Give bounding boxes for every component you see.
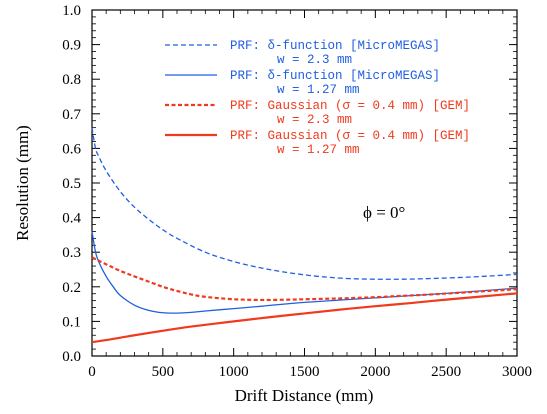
x-tick-label: 0 [88,364,96,380]
y-tick-label: 0.6 [62,141,81,157]
y-tick-label: 0.2 [62,280,81,296]
x-axis-label: Drift Distance (mm) [235,386,374,405]
x-tick-label: 3000 [502,364,532,380]
legend-sublabel: w = 2.3 mm [277,53,352,67]
y-tick-label: 0.7 [62,107,81,123]
y-tick-label: 0.8 [62,72,81,88]
x-tick-labels: 0 500 1000 1500 2000 2500 3000 [88,364,532,380]
legend-label: PRF: δ-function [MicroMEGAS] [230,69,440,83]
x-tick-label: 1000 [219,364,249,380]
series-layer [91,127,518,344]
legend-sublabel: w = 2.3 mm [277,113,352,127]
y-tick-label: 0.4 [62,211,81,227]
y-tick-label: 0.9 [62,38,81,54]
y-tick-label: 0.0 [62,349,81,365]
y-tick-label: 0.5 [62,176,81,192]
axis-ticks [91,9,518,357]
series-gauss-w2-3-line [91,256,518,302]
series-gauss-w1-27-line [91,292,518,344]
legend-entry-gauss-w1-27: PRF: Gaussian (σ = 0.4 mm) [GEM]w = 1.27… [165,129,470,157]
series-delta-w2-3-line [91,127,518,280]
x-tick-label: 2000 [360,364,390,380]
legend-label: PRF: Gaussian (σ = 0.4 mm) [GEM] [230,129,470,143]
phi-annotation: ϕ = 0° [363,203,405,222]
legend-label: PRF: δ-function [MicroMEGAS] [230,39,440,53]
legend-sublabel: w = 1.27 mm [277,143,360,157]
y-axis-label: Resolution (mm) [13,125,32,241]
y-tick-labels: 0.0 0.1 0.2 0.3 0.4 0.5 0.6 0.7 0.8 0.9 1.0 [62,3,81,365]
legend-label: PRF: Gaussian (σ = 0.4 mm) [GEM] [230,99,470,113]
legend-entry-delta-w1-27: PRF: δ-function [MicroMEGAS]w = 1.27 mm [165,69,440,97]
y-tick-label: 1.0 [62,3,81,19]
x-tick-label: 500 [152,364,175,380]
x-tick-label: 2500 [431,364,461,380]
legend-entry-gauss-w2-3: PRF: Gaussian (σ = 0.4 mm) [GEM]w = 2.3 … [165,99,470,127]
legend: PRF: δ-function [MicroMEGAS]w = 2.3 mmPR… [165,39,470,157]
series-delta-w1-27-line [91,231,518,314]
y-tick-label: 0.1 [62,314,81,330]
legend-entry-delta-w2-3: PRF: δ-function [MicroMEGAS]w = 2.3 mm [165,39,440,67]
y-tick-label: 0.3 [62,245,81,261]
x-tick-label: 1500 [290,364,320,380]
legend-sublabel: w = 1.27 mm [277,83,360,97]
